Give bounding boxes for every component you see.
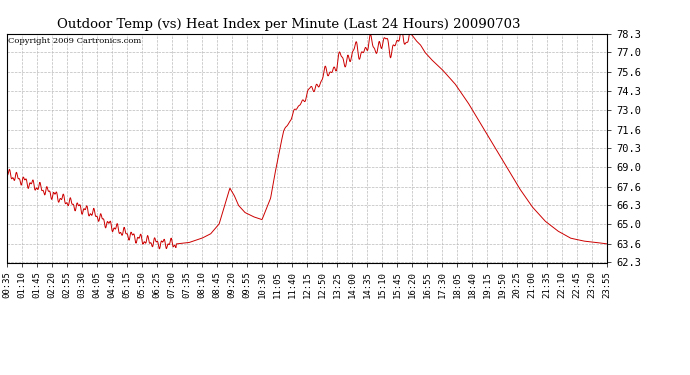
Title: Outdoor Temp (vs) Heat Index per Minute (Last 24 Hours) 20090703: Outdoor Temp (vs) Heat Index per Minute …: [57, 18, 521, 31]
Text: Copyright 2009 Cartronics.com: Copyright 2009 Cartronics.com: [8, 37, 141, 45]
